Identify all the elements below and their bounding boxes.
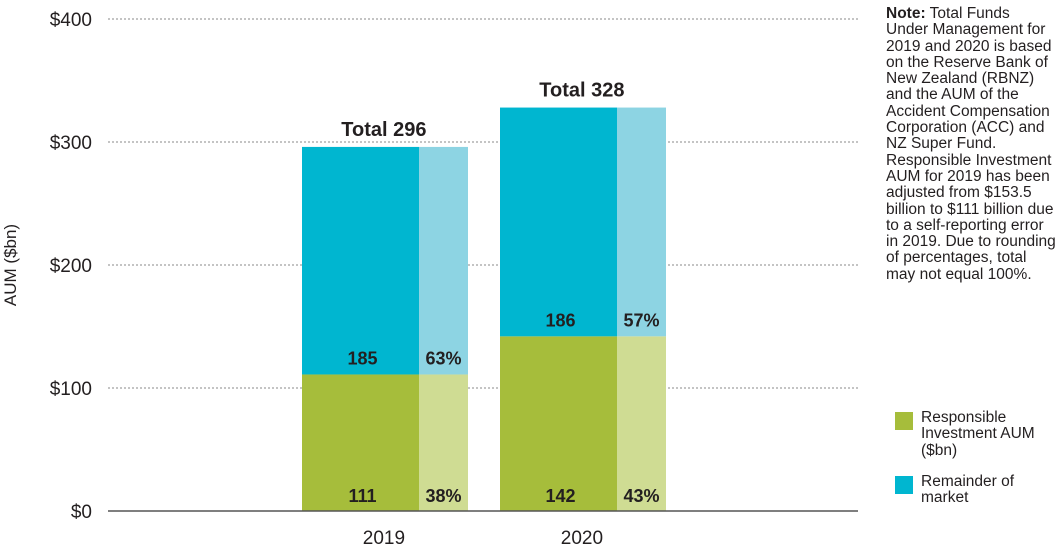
bar-percent-segment	[419, 146, 468, 375]
legend-label: Responsible Investment AUM ($bn)	[921, 409, 1035, 459]
bar-segment	[500, 336, 617, 511]
data-label: 186	[545, 310, 575, 330]
note-label: Note:	[886, 5, 926, 22]
bar-segment	[302, 146, 419, 375]
y-tick-label: $400	[50, 10, 92, 31]
total-label: Total 296	[341, 119, 426, 141]
legend: Responsible Investment AUM ($bn) Remaind…	[895, 409, 1055, 521]
bar-segment	[500, 107, 617, 337]
data-label: 142	[545, 486, 575, 506]
bar-percent-segment	[617, 336, 666, 511]
y-axis-ticks: $0 $100 $200 $300 $400	[50, 10, 92, 523]
bars: 111 38% 185 63% Total 296 142 43% 186 57% Total 3…	[302, 80, 666, 511]
data-label: 185	[347, 348, 377, 368]
bar-percent-segment	[617, 107, 666, 337]
legend-label: Remainder of market	[921, 472, 1015, 507]
legend-swatch-blue	[895, 475, 913, 494]
percent-label: 43%	[623, 486, 659, 506]
y-tick-label: $200	[50, 256, 92, 277]
y-axis-label: AUM ($bn)	[1, 224, 20, 306]
stacked-bar-chart: $0 $100 $200 $300 $400 AUM ($bn) 111 38% 185 63…	[1, 10, 858, 549]
total-label: Total 328	[539, 80, 624, 102]
x-tick-label: 2020	[561, 528, 603, 549]
y-tick-label: $100	[50, 379, 92, 400]
legend-item-responsible-investment: Responsible Investment AUM ($bn)	[895, 409, 1055, 459]
percent-label: 57%	[623, 310, 659, 330]
legend-swatch-green	[895, 412, 913, 430]
x-tick-label: 2019	[363, 528, 405, 549]
percent-label: 63%	[425, 348, 461, 368]
y-tick-label: $300	[50, 133, 92, 154]
bar-percent-segment	[419, 374, 468, 511]
footnote: Note: Total Funds Under Management for 2…	[886, 5, 1056, 283]
bar-segment	[302, 374, 419, 511]
data-label: 111	[348, 486, 376, 506]
x-axis-ticks: 2019 2020	[363, 528, 603, 549]
legend-item-remainder: Remainder of market	[895, 472, 1055, 507]
note-text: Total Funds Under Management for 2019 an…	[886, 5, 1056, 283]
percent-label: 38%	[425, 486, 461, 506]
gridlines	[108, 18, 858, 389]
y-tick-label: $0	[71, 502, 92, 523]
